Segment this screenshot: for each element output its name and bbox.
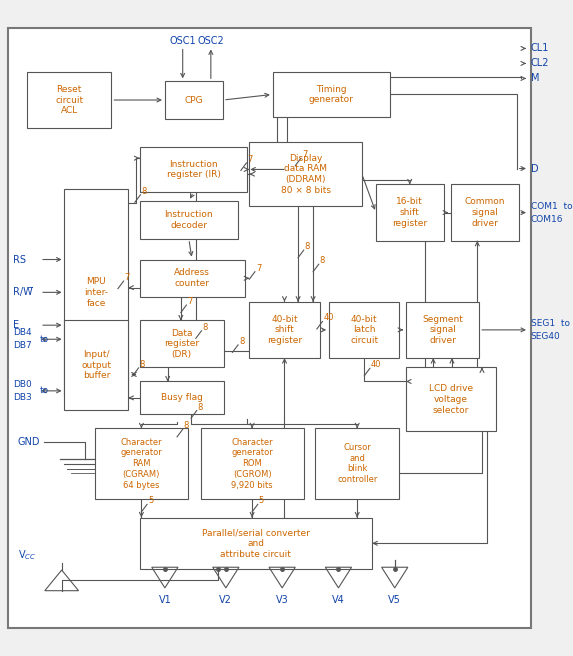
Text: Instruction
register (IR): Instruction register (IR): [167, 159, 221, 179]
Text: Parallel/serial converter
and
attribute circuit: Parallel/serial converter and attribute …: [202, 528, 310, 558]
FancyBboxPatch shape: [140, 518, 372, 569]
Text: 7: 7: [248, 155, 253, 164]
FancyBboxPatch shape: [140, 260, 245, 297]
Text: 5: 5: [148, 497, 153, 505]
Text: 8: 8: [140, 360, 145, 369]
Text: CL2: CL2: [531, 58, 550, 68]
Text: M: M: [531, 73, 539, 83]
FancyBboxPatch shape: [140, 382, 224, 415]
FancyBboxPatch shape: [65, 189, 128, 396]
Text: DB0: DB0: [13, 380, 32, 389]
Text: 7: 7: [124, 273, 130, 282]
FancyBboxPatch shape: [201, 428, 304, 499]
Text: V4: V4: [332, 596, 345, 605]
FancyBboxPatch shape: [140, 201, 238, 239]
Text: MPU
inter-
face: MPU inter- face: [84, 277, 108, 308]
FancyBboxPatch shape: [95, 428, 189, 499]
Text: 8: 8: [320, 256, 325, 265]
Text: SEG1  to: SEG1 to: [531, 319, 570, 328]
FancyBboxPatch shape: [140, 321, 224, 367]
Text: DB4: DB4: [13, 328, 32, 337]
Text: CL1: CL1: [531, 43, 549, 53]
Text: LCD drive
voltage
selector: LCD drive voltage selector: [429, 384, 473, 415]
Text: DB3: DB3: [13, 393, 32, 402]
Text: DB7: DB7: [13, 341, 32, 350]
Text: 8: 8: [142, 187, 147, 196]
FancyBboxPatch shape: [8, 28, 531, 628]
Text: GND: GND: [18, 438, 40, 447]
Text: Data
register
(DR): Data register (DR): [164, 329, 199, 359]
Text: COM1  to: COM1 to: [531, 201, 572, 211]
Text: Segment
signal
driver: Segment signal driver: [422, 315, 463, 345]
Text: 40-bit
shift
register: 40-bit shift register: [267, 315, 302, 345]
FancyBboxPatch shape: [451, 184, 519, 241]
FancyBboxPatch shape: [27, 72, 111, 128]
Text: COM16: COM16: [531, 215, 563, 224]
FancyBboxPatch shape: [315, 428, 399, 499]
Text: 8: 8: [305, 242, 310, 251]
Text: 7: 7: [302, 150, 307, 159]
Text: 8: 8: [202, 323, 208, 332]
Text: Cursor
and
blink
controller: Cursor and blink controller: [337, 443, 378, 484]
Text: D: D: [531, 163, 539, 173]
FancyBboxPatch shape: [249, 302, 320, 358]
Text: to: to: [40, 386, 49, 396]
Text: Character
generator
ROM
(CGROM)
9,920 bits: Character generator ROM (CGROM) 9,920 bi…: [231, 438, 273, 489]
Text: 7: 7: [256, 264, 261, 273]
Text: E: E: [13, 320, 19, 330]
Text: 40-bit
latch
circuit: 40-bit latch circuit: [350, 315, 378, 345]
Text: V5: V5: [388, 596, 401, 605]
Text: 7: 7: [187, 297, 193, 306]
Text: 5: 5: [258, 497, 264, 505]
FancyBboxPatch shape: [329, 302, 399, 358]
Text: Instruction
decoder: Instruction decoder: [164, 210, 213, 230]
Text: V3: V3: [276, 596, 289, 605]
Text: 8: 8: [198, 403, 203, 411]
Text: SEG40: SEG40: [531, 332, 560, 341]
Text: 40: 40: [371, 360, 381, 369]
Text: Timing
generator: Timing generator: [309, 85, 354, 104]
FancyBboxPatch shape: [249, 142, 362, 206]
Text: 16-bit
shift
register: 16-bit shift register: [392, 197, 427, 228]
Text: OSC1: OSC1: [170, 36, 196, 46]
Text: to: to: [40, 335, 49, 344]
Text: Input/
output
buffer: Input/ output buffer: [81, 350, 111, 380]
FancyBboxPatch shape: [165, 81, 223, 119]
Text: V$_{CC}$: V$_{CC}$: [18, 548, 36, 562]
Text: Display
data RAM
(DDRAM)
80 × 8 bits: Display data RAM (DDRAM) 80 × 8 bits: [281, 154, 331, 195]
Text: V1: V1: [159, 596, 171, 605]
Text: Address
counter: Address counter: [174, 268, 210, 288]
Text: 40: 40: [323, 314, 334, 323]
Text: OSC2: OSC2: [198, 36, 224, 46]
FancyBboxPatch shape: [65, 321, 128, 409]
Text: Common
signal
driver: Common signal driver: [465, 197, 505, 228]
Text: CPG: CPG: [185, 96, 203, 104]
FancyBboxPatch shape: [376, 184, 444, 241]
FancyBboxPatch shape: [406, 367, 496, 431]
Text: Busy flag: Busy flag: [161, 394, 203, 402]
FancyBboxPatch shape: [406, 302, 479, 358]
Text: V2: V2: [219, 596, 232, 605]
Text: 8: 8: [239, 337, 244, 346]
FancyBboxPatch shape: [140, 147, 248, 192]
Text: RS: RS: [13, 255, 26, 264]
Text: 8: 8: [183, 421, 189, 430]
FancyBboxPatch shape: [273, 72, 390, 117]
Text: R/W̅: R/W̅: [13, 287, 33, 297]
Text: Reset
circuit
ACL: Reset circuit ACL: [55, 85, 83, 115]
Text: Character
generator
RAM
(CGRAM)
64 bytes: Character generator RAM (CGRAM) 64 bytes: [120, 438, 162, 489]
